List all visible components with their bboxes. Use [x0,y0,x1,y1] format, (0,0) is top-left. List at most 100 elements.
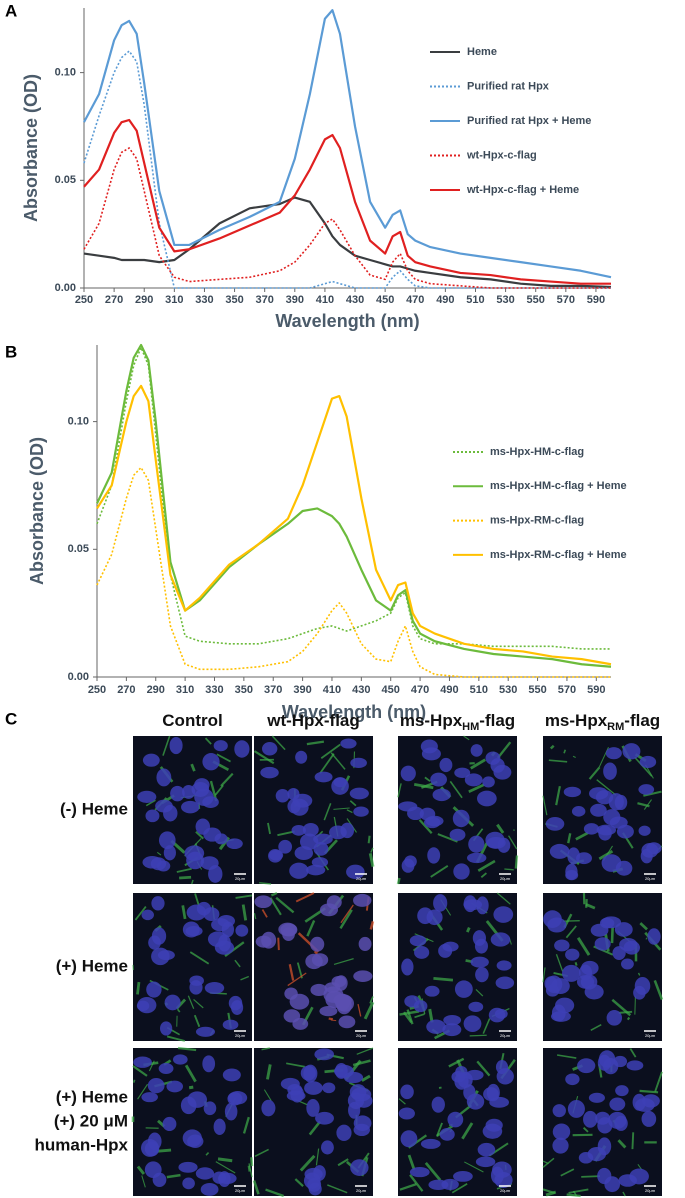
nucleus [152,1172,167,1187]
cytoskeleton [240,975,250,981]
cytoskeleton [556,1054,577,1059]
nucleus [358,936,372,952]
nucleus [482,776,495,788]
nucleus [464,773,483,787]
cytoskeleton [622,1191,626,1197]
nucleus [181,800,200,814]
x-axis-title: Wavelength (nm) [282,702,426,722]
y-tick-label: 0.00 [55,282,76,294]
nucleus [470,744,483,757]
header-text: -flag [624,711,660,730]
nucleus [409,1167,430,1178]
cytoskeleton [566,1193,581,1198]
x-tick-label: 430 [352,684,370,696]
cytoskeleton [409,1174,424,1192]
nucleus [615,1085,629,1097]
nucleus [195,1167,215,1180]
cytoskeleton [369,996,374,1004]
nucleus [142,753,160,767]
nucleus [159,1021,173,1036]
cytoskeleton [575,831,589,841]
cytoskeleton [315,1148,320,1166]
nucleus [213,1118,226,1136]
cytoskeleton [451,1182,468,1194]
nucleus [200,1182,219,1196]
nucleus [228,995,243,1011]
cytoskeleton [563,919,580,922]
nucleus [453,1170,473,1182]
cytoskeleton [596,779,617,796]
nucleus [647,928,661,945]
nucleus [292,1017,309,1030]
nucleus [401,958,414,976]
nucleus [178,1161,198,1173]
header-text: ms-Hpx [545,711,608,730]
x-tick-label: 530 [496,294,514,306]
nucleus [486,1083,500,1102]
y-axis-title: Absorbance (OD) [27,437,47,585]
panel-label: B [5,342,17,361]
nucleus [598,1050,616,1068]
nucleus [493,906,514,923]
cytoskeleton [217,1157,233,1163]
nucleus [234,740,250,758]
nucleus [156,860,171,872]
cytoskeleton [363,1001,375,1020]
nucleus [340,738,357,749]
cytoskeleton [179,875,192,880]
cytoskeleton [134,906,147,921]
x-tick-label: 450 [376,294,394,306]
cytoskeleton [496,892,511,905]
nucleus [194,778,210,792]
cytoskeleton [396,877,401,885]
cytoskeleton [508,835,518,850]
nucleus [306,1098,320,1117]
nucleus [583,1110,598,1128]
x-tick-label: 390 [293,684,311,696]
cytoskeleton [176,867,192,873]
nucleus [302,822,319,837]
cytoskeleton [132,1065,148,1077]
nucleus [633,985,646,1000]
cytoskeleton [190,763,196,772]
cytoskeleton [637,802,650,808]
nucleus [468,835,485,853]
cytoskeleton [449,780,463,799]
series-line [83,118,611,285]
nucleus [156,768,172,787]
x-axis-title: Wavelength (nm) [275,311,419,331]
x-tick-label: 550 [528,684,546,696]
series-line [83,9,612,279]
nucleus [496,1068,514,1085]
nucleus [338,1015,356,1029]
x-tick-label: 590 [587,684,605,696]
nucleus [614,1115,628,1131]
nucleus [613,1055,628,1068]
cytoskeleton [407,1154,416,1171]
nucleus [398,1107,415,1120]
nucleus [476,896,489,915]
nucleus [470,956,489,968]
cytoskeleton [299,1154,316,1172]
nucleus [218,1171,231,1188]
nucleus [162,1116,177,1132]
legend-label: ms-Hpx-HM-c-flag [490,446,584,458]
scale-bar-label: 20μm [356,1188,367,1193]
nucleus [353,806,369,817]
cytoskeleton [250,1157,254,1167]
cytoskeleton [333,807,350,810]
nucleus [349,787,369,800]
legend-label: ms-Hpx-RM-c-flag [490,515,584,527]
x-tick-label: 530 [499,684,517,696]
nucleus [588,1092,605,1103]
cytoskeleton [242,1116,250,1134]
micrograph: 20μm [133,735,252,885]
legend-label: Purified rat Hpx [467,80,550,92]
x-tick-label: 270 [117,684,135,696]
cytoskeleton [136,981,141,995]
nucleus [640,848,653,864]
cytoskeleton [277,830,295,837]
nucleus [182,1177,195,1190]
nucleus [262,742,278,756]
